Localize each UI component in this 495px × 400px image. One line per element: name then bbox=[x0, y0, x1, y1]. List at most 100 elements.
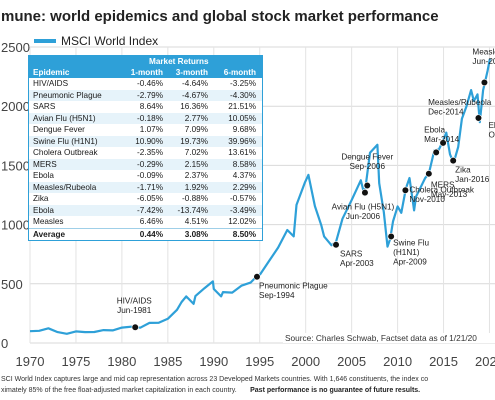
header-6-month: 6-month bbox=[223, 68, 256, 77]
event-label-line: MERS bbox=[431, 181, 455, 190]
event-label-line: Dec-2014 bbox=[428, 107, 464, 116]
cell-epidemic: Avian Flu (H5N1) bbox=[33, 113, 96, 123]
x-tick-label: 1990 bbox=[199, 354, 228, 369]
table-row: Pneumonic Plague -2.79% -4.67% -4.30% bbox=[29, 89, 262, 101]
footnote-line-2: ximately 85% of the free float-adjusted … bbox=[1, 387, 237, 394]
event-marker bbox=[332, 241, 340, 249]
event-label-line: HIV/AIDS bbox=[117, 296, 153, 305]
table-row: Measles 6.46% 4.51% 12.02% bbox=[29, 216, 262, 228]
cell-6-month: 12.02% bbox=[228, 217, 256, 226]
event-label-line: Jan-2016 bbox=[455, 175, 490, 184]
cell-3-month: 4.51% bbox=[184, 217, 208, 226]
average-label: Average bbox=[33, 229, 66, 239]
event-marker bbox=[131, 323, 139, 331]
table-row: MERS -0.29% 2.15% 8.58% bbox=[29, 158, 262, 170]
event-marker bbox=[387, 232, 395, 241]
cell-3-month: 2.37% bbox=[184, 171, 208, 180]
source-bg bbox=[283, 333, 495, 343]
cell-6-month: -3.49% bbox=[230, 205, 256, 215]
event-label-line: Jun-1981 bbox=[117, 306, 152, 315]
y-tick-label: 1000 bbox=[1, 218, 30, 233]
cell-6-month: 2.29% bbox=[232, 182, 256, 192]
event-label: Cholera Outbreak Nov-2010 bbox=[409, 185, 475, 204]
event-label-line: Avian Flu (H5N1) bbox=[332, 203, 395, 212]
event-marker bbox=[361, 189, 369, 197]
event-label-line: SARS bbox=[340, 250, 363, 259]
table-header-row: Epidemic 1-month 3-month 6-month bbox=[29, 67, 262, 78]
cell-3-month: -0.88% bbox=[182, 194, 208, 203]
table-row: Dengue Fever 1.07% 7.09% 9.68% bbox=[29, 124, 262, 136]
cell-1-month: -7.42% bbox=[137, 205, 163, 215]
cell-3-month: 2.15% bbox=[184, 159, 208, 169]
y-tick-label: 500 bbox=[1, 277, 23, 292]
legend-label: MSCI World Index bbox=[61, 34, 158, 48]
cell-1-month: 6.46% bbox=[139, 217, 163, 226]
cell-3-month: 2.77% bbox=[184, 113, 208, 123]
event-label-line: Sep-1994 bbox=[259, 291, 295, 300]
table-row: Ebola -7.42% -13.74% -3.49% bbox=[29, 204, 262, 216]
cell-6-month: 10.05% bbox=[228, 113, 256, 123]
event-label: SARS Apr-2003 bbox=[340, 250, 374, 269]
cell-6-month: 39.96% bbox=[228, 136, 256, 146]
header-1-month: 1-month bbox=[130, 68, 163, 77]
event-label: Measles/Rubeola Dec-2014 bbox=[428, 98, 492, 117]
table-row: SARS 8.64% 16.36% 21.51% bbox=[29, 101, 262, 113]
legend: MSCI World Index bbox=[34, 34, 158, 48]
event-label-line: Ebola bbox=[424, 125, 445, 134]
cell-6-month: -4.30% bbox=[230, 90, 256, 100]
event-label: Avian Flu (H5N1) Jun-2006 bbox=[332, 203, 395, 222]
cell-1-month: -2.35% bbox=[137, 148, 163, 157]
event-label-line: May-2013 bbox=[431, 190, 468, 199]
footnote-line-1: SCI World Index captures large and mid c… bbox=[1, 376, 428, 383]
table-average-row: Average 0.44% 3.08% 8.50% bbox=[29, 227, 262, 241]
event-labels: HIV/AIDS Jun-1981 Pneumonic Plague Sep-1994… bbox=[117, 48, 495, 315]
footnote-line-2-group: ximately 85% of the free float-adjusted … bbox=[1, 379, 420, 396]
event-markers bbox=[131, 78, 489, 331]
cell-epidemic: Measles bbox=[33, 217, 64, 226]
cell-6-month: -0.57% bbox=[230, 194, 256, 203]
x-tick-label: 1980 bbox=[107, 354, 136, 369]
cell-epidemic: Ebola bbox=[33, 205, 54, 215]
event-label-line: Sep-2006 bbox=[350, 162, 386, 171]
table-title: Market Returns bbox=[29, 56, 262, 67]
x-axis: 1970 1975 1980 1985 1990 1995 2000 2005 2010 2015… bbox=[16, 354, 495, 369]
event-marker bbox=[432, 148, 440, 156]
footnote-disclaimer: Past performance is no guarantee of futu… bbox=[250, 387, 420, 394]
cell-3-month: -13.74% bbox=[177, 205, 209, 215]
cell-1-month: -1.71% bbox=[137, 182, 163, 192]
event-label: Dengue Fever Sep-2006 bbox=[341, 153, 393, 172]
cell-1-month: -0.46% bbox=[137, 79, 163, 88]
header-epidemic: Epidemic bbox=[33, 68, 70, 77]
average-3-month: 3.08% bbox=[184, 229, 208, 239]
cell-3-month: 19.73% bbox=[180, 136, 208, 146]
cell-epidemic: SARS bbox=[33, 102, 56, 111]
event-label-line: Apr-2009 bbox=[393, 257, 427, 266]
cell-3-month: -4.67% bbox=[182, 90, 208, 100]
event-marker bbox=[474, 114, 483, 122]
cell-6-month: 8.58% bbox=[232, 159, 256, 169]
event-label-line: Ebo bbox=[488, 121, 495, 130]
event-label-line: Measles/Rubeola bbox=[428, 98, 492, 107]
table-row: Measles/Rubeola -1.71% 1.92% 2.29% bbox=[29, 181, 262, 193]
average-1-month: 0.44% bbox=[139, 229, 163, 239]
event-label: Swine Flu (H1N1) Apr-2009 bbox=[393, 238, 429, 266]
cell-6-month: 9.68% bbox=[232, 125, 256, 134]
header-3-month: 3-month bbox=[175, 68, 208, 77]
cell-1-month: -2.79% bbox=[137, 90, 163, 100]
market-returns-table: Market Returns Epidemic 1-month 3-month … bbox=[28, 55, 263, 241]
event-label-line: Jun-2019 bbox=[472, 57, 495, 66]
y-axis: 0 500 1000 1500 2000 2500 bbox=[1, 40, 30, 351]
event-label-line: Zika bbox=[455, 166, 471, 175]
x-tick-label: 2000 bbox=[291, 354, 320, 369]
cell-1-month: -6.05% bbox=[137, 194, 163, 203]
cell-epidemic: Cholera Outbreak bbox=[33, 148, 98, 157]
cell-epidemic: HIV/AIDS bbox=[33, 79, 69, 88]
cell-3-month: 7.02% bbox=[184, 148, 208, 157]
event-label-line: Nov-2010 bbox=[409, 195, 445, 204]
event-label: MeaslesJun-2019 bbox=[472, 48, 495, 67]
event-label: Zika Jan-2016 bbox=[455, 166, 490, 185]
event-label-line: Oct-2 bbox=[488, 131, 495, 140]
event-label: MERS May-2013 bbox=[431, 181, 468, 200]
x-tick-label: 1970 bbox=[16, 354, 45, 369]
cell-1-month: -0.09% bbox=[137, 171, 163, 180]
